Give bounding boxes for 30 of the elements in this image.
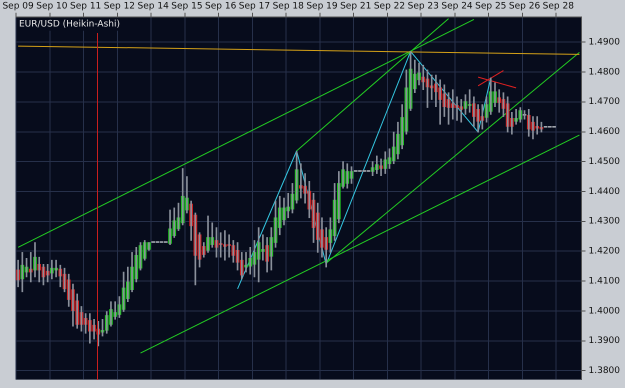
x-tick-label: Sep 23 bbox=[408, 2, 439, 12]
y-tick-label: 1.4000 bbox=[588, 306, 620, 316]
x-tick-label: Sep 12 bbox=[104, 2, 136, 12]
x-tick-label: Sep 21 bbox=[340, 2, 372, 12]
x-tick-label: Sep 15 bbox=[171, 2, 203, 12]
y-tick-label: 1.4600 bbox=[588, 127, 620, 138]
y-tick-label: 1.4700 bbox=[588, 97, 620, 108]
y-tick-label: 1.4900 bbox=[588, 38, 620, 48]
chart-title: EUR/USD (Heikin-Ashi) bbox=[19, 20, 120, 30]
x-tick-label: Sep 11 bbox=[70, 2, 102, 12]
y-tick-label: 1.3900 bbox=[588, 336, 620, 346]
x-tick-label: Sep 26 bbox=[508, 2, 540, 12]
y-tick-label: 1.4300 bbox=[588, 216, 620, 227]
y-tick-label: 1.4800 bbox=[588, 67, 620, 78]
y-tick-label: 1.4400 bbox=[588, 186, 620, 197]
y-tick-label: 1.4500 bbox=[588, 156, 620, 167]
x-tick-label: Sep 19 bbox=[306, 2, 338, 12]
y-tick-label: 1.3800 bbox=[588, 366, 620, 376]
y-tick-label: 1.4100 bbox=[588, 276, 620, 286]
x-tick-label: Sep 24 bbox=[441, 2, 473, 12]
x-tick-label: Sep 22 bbox=[374, 2, 406, 12]
x-tick-label: Sep 17 bbox=[238, 2, 270, 12]
x-tick-label: Sep 09 bbox=[2, 2, 34, 12]
x-tick-label: Sep 10 bbox=[36, 2, 68, 12]
x-tick-label: Sep 14 bbox=[138, 2, 170, 12]
x-tick-label: Sep 16 bbox=[205, 2, 237, 12]
x-tick-label: Sep 28 bbox=[542, 2, 574, 12]
x-tick-label: Sep 18 bbox=[272, 2, 304, 12]
y-tick-label: 1.4200 bbox=[588, 246, 620, 257]
x-tick-label: Sep 25 bbox=[475, 2, 506, 12]
